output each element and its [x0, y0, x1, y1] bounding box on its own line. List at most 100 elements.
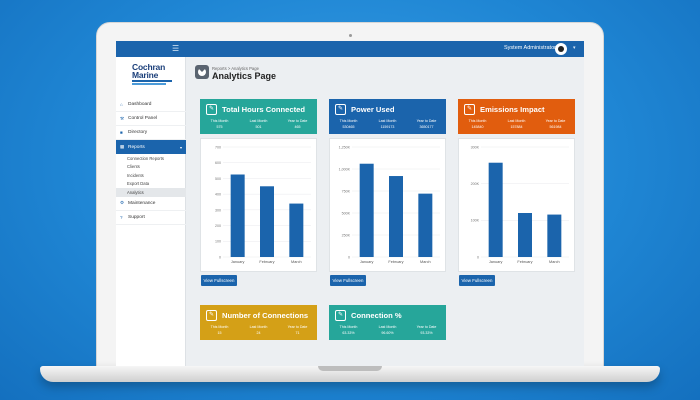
- sidebar-item-support[interactable]: ? Support: [116, 211, 186, 225]
- stat-value: 561984: [549, 125, 562, 129]
- sidebar-item-maintenance[interactable]: ⚙ Maintenance: [116, 197, 186, 211]
- sidebar-subitem-export-data[interactable]: Export Data: [116, 180, 186, 189]
- view-fullscreen-button[interactable]: View Fullscreen: [459, 275, 495, 286]
- briefcase-icon: ■: [120, 130, 123, 135]
- sidebar-item-label: Support: [128, 214, 145, 220]
- view-fullscreen-button[interactable]: View Fullscreen: [330, 275, 366, 286]
- y-tick-label: 100K: [471, 219, 480, 223]
- card-header: ✎ Number of Connections This Month 15 Las…: [200, 305, 317, 340]
- chart-bar: [488, 162, 503, 257]
- y-tick-label: 700: [215, 145, 221, 149]
- stat-this-month: This Month 15: [203, 325, 237, 335]
- edit-icon[interactable]: ✎: [335, 310, 346, 321]
- stat-ytd: Year to Date 561984: [539, 119, 573, 129]
- app-screen: ☰ System Administrator ▾ Cochran Marine …: [116, 41, 584, 366]
- gear-icon: ⚙: [120, 200, 125, 205]
- stat-last-month: Last Month 1159173: [371, 119, 405, 129]
- avatar[interactable]: [555, 43, 567, 55]
- stat-this-month: This Month 145840: [461, 119, 495, 129]
- y-tick-label: 1,000K: [339, 167, 351, 171]
- laptop-notch: [318, 366, 382, 371]
- sidebar-item-directory[interactable]: ■ Directory: [116, 126, 186, 140]
- sidebar-item-label: Dashboard: [128, 102, 152, 107]
- stat-label: This Month: [339, 119, 358, 123]
- card-emissions-impact: ✎ Emissions Impact This Month 145840 Last…: [458, 99, 575, 272]
- stat-value: 157884: [510, 125, 523, 129]
- hamburger-icon[interactable]: ☰: [172, 44, 180, 53]
- x-tick-label: February: [388, 260, 403, 264]
- chart-icon: ▩: [120, 144, 125, 149]
- stat-this-month: This Month 575: [203, 119, 237, 129]
- sidebar-subitem-label: Export Data: [127, 181, 150, 187]
- chart-bar: [418, 193, 433, 257]
- sidebar-subitem-label: Incidents: [127, 172, 144, 178]
- view-fullscreen-button[interactable]: View Fullscreen: [201, 275, 237, 286]
- stat-value: 93.33%: [420, 331, 433, 335]
- chart-bar: [230, 174, 245, 257]
- x-tick-label: March: [291, 260, 302, 264]
- stat-value: 1159173: [380, 125, 395, 129]
- chevron-down-icon: ▾: [179, 144, 182, 150]
- stat-value: 501: [255, 125, 262, 129]
- stat-this-month: This Month 63.33%: [332, 325, 366, 335]
- card-connection-percent: ✎ Connection % This Month 63.33% Last Mon…: [329, 305, 446, 340]
- bar-chart: 300K 200K 100K 0 January February March: [471, 145, 569, 264]
- sidebar-subitem-clients[interactable]: Clients: [116, 163, 186, 172]
- card-title: Number of Connections: [222, 311, 309, 320]
- stat-label: Year to Date: [416, 119, 437, 123]
- stat-label: Last Month: [507, 119, 526, 123]
- chart-bar: [547, 214, 562, 257]
- stat-value: 96.60%: [381, 331, 394, 335]
- edit-icon[interactable]: ✎: [335, 104, 346, 115]
- edit-icon[interactable]: ✎: [206, 310, 217, 321]
- y-tick-label: 400: [215, 193, 221, 197]
- stat-label: Year to Date: [416, 325, 437, 329]
- y-tick-label: 500K: [342, 211, 351, 215]
- edit-icon[interactable]: ✎: [206, 104, 217, 115]
- sidebar-subitem-analytics[interactable]: Analytics: [116, 188, 186, 197]
- breadcrumb: Reports > Analytics Page: [212, 66, 259, 71]
- sidebar-subitem-incidents[interactable]: Incidents: [116, 171, 186, 180]
- sidebar-item-control-panel[interactable]: ⚒ Control Panel: [116, 112, 186, 126]
- stat-ytd: Year to Date 465: [281, 119, 315, 129]
- sidebar-item-label: Directory: [128, 130, 148, 135]
- stat-value: 3650177: [419, 125, 434, 129]
- chart-bar: [260, 186, 274, 257]
- bar-chart: 1,250K 1,000K 750K 500K 250K 0 January February…: [339, 145, 440, 264]
- stat-last-month: Last Month 96.60%: [371, 325, 405, 335]
- stat-value: 575: [216, 125, 223, 129]
- x-tick-label: January: [231, 260, 245, 264]
- chart-panel: 1,250K 1,000K 750K 500K 250K 0 January February…: [329, 138, 446, 272]
- stat-label: Year to Date: [545, 119, 566, 123]
- wrench-icon: ⚒: [120, 115, 125, 121]
- question-icon: ?: [120, 214, 123, 220]
- card-title: Emissions Impact: [480, 105, 545, 114]
- stat-label: This Month: [339, 325, 358, 329]
- y-tick-label: 200K: [471, 182, 480, 186]
- stat-label: Last Month: [249, 325, 268, 329]
- sidebar-item-dashboard[interactable]: ⌂ Dashboard: [116, 98, 186, 112]
- card-number-of-connections: ✎ Number of Connections This Month 15 Las…: [200, 305, 317, 340]
- x-tick-label: January: [489, 260, 503, 264]
- chart-bar: [289, 203, 304, 257]
- stat-label: This Month: [468, 119, 487, 123]
- chart-bar: [389, 176, 403, 257]
- user-name[interactable]: System Administrator: [504, 45, 556, 51]
- chart-panel: 700 600 500 400 300 200 100 0 January February Mar…: [200, 138, 317, 272]
- sidebar-item-label: Maintenance: [128, 200, 156, 206]
- stat-label: Year to Date: [287, 119, 308, 123]
- sidebar-item-reports[interactable]: ▩ Reports ▾: [116, 140, 186, 154]
- y-tick-label: 300: [215, 208, 221, 212]
- camera-dot: [349, 34, 352, 37]
- card-title: Connection %: [351, 311, 402, 320]
- laptop-base: [40, 366, 660, 382]
- sidebar-subitem-label: Analytics: [127, 189, 144, 195]
- sidebar-subitem-connection-reports[interactable]: Connection Reports: [116, 154, 186, 163]
- bar-chart: 700 600 500 400 300 200 100 0 January February Mar…: [215, 145, 311, 264]
- y-tick-label: 500: [215, 177, 221, 181]
- edit-icon[interactable]: ✎: [464, 104, 475, 115]
- logo: Cochran Marine: [132, 63, 178, 85]
- x-tick-label: February: [259, 260, 274, 264]
- chevron-down-icon[interactable]: ▾: [573, 45, 576, 51]
- stat-value: 145840: [471, 125, 484, 129]
